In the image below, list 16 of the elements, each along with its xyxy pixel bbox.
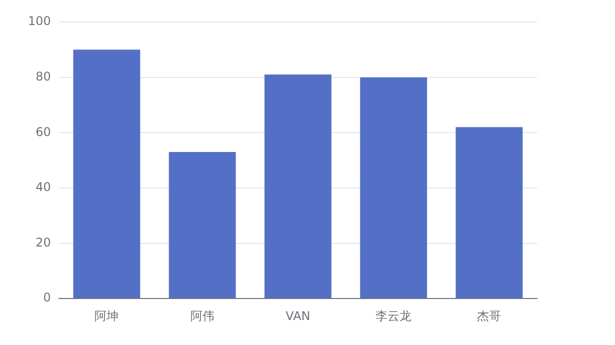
y-tick-label: 0 (43, 290, 51, 305)
x-tick-label: 杰哥 (477, 308, 502, 323)
x-tick-label: 李云龙 (376, 308, 412, 323)
x-tick-label: VAN (286, 308, 310, 323)
y-tick-label: 40 (36, 180, 51, 194)
bar (360, 77, 428, 298)
y-tick-label: 20 (36, 235, 51, 250)
bar (456, 127, 523, 298)
y-tick-label: 80 (36, 69, 51, 84)
bar (73, 50, 140, 298)
y-tick-label: 60 (36, 124, 51, 139)
bar (264, 74, 332, 298)
y-tick-label: 100 (28, 14, 51, 28)
x-tick-label: 阿坤 (94, 308, 119, 323)
x-tick-label: 阿伟 (190, 308, 214, 323)
bar (168, 152, 236, 298)
